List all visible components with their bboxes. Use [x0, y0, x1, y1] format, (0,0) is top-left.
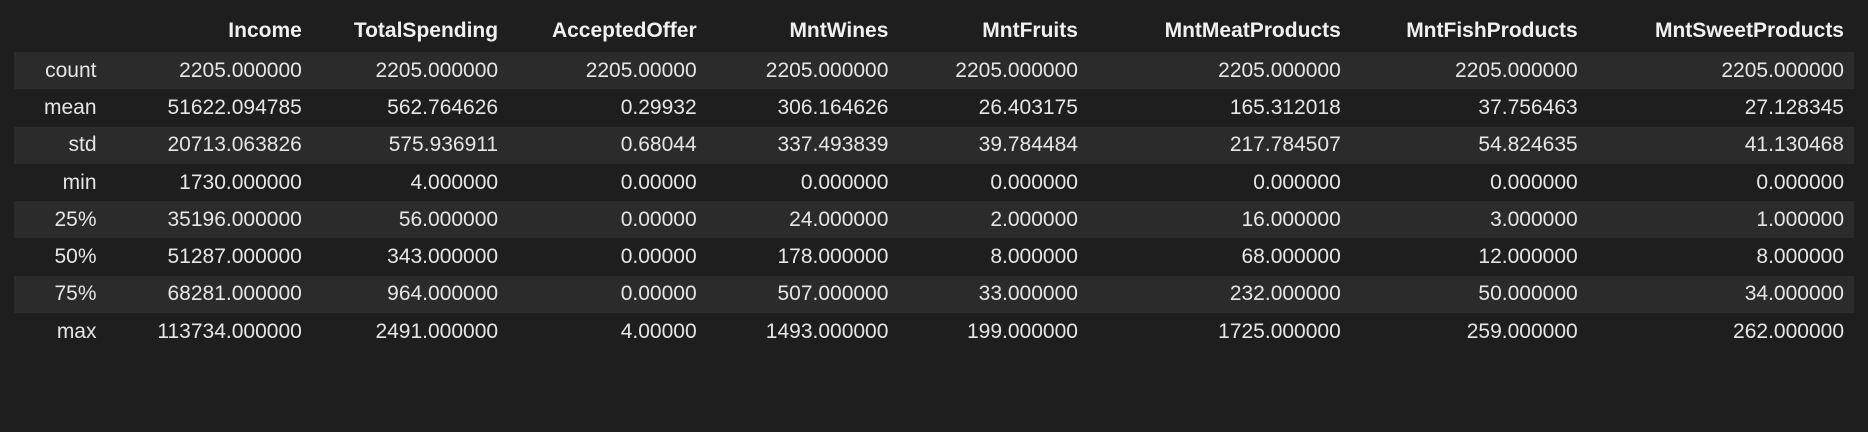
- table-cell: 4.000000: [410, 170, 499, 194]
- row-label: std: [68, 133, 97, 157]
- column-header-mntfruits: MntFruits: [982, 19, 1078, 42]
- table-cell: 1493.000000: [765, 319, 889, 343]
- table-cell: 1725.000000: [1218, 319, 1341, 343]
- table-cell: 1730.000000: [179, 170, 302, 194]
- table-cell: 262.000000: [1733, 319, 1844, 343]
- header-row: Income TotalSpending AcceptedOffer MntWi…: [14, 10, 1854, 52]
- row-label: 25%: [54, 207, 97, 231]
- column-header-mntfishproducts: MntFishProducts: [1406, 19, 1578, 42]
- column-header-income: Income: [228, 19, 302, 42]
- index-header: [14, 10, 107, 52]
- table-cell: 113734.000000: [157, 319, 302, 343]
- table-row: std 20713.063826 575.936911 0.68044 337.4938…: [14, 126, 1854, 164]
- table-cell: 2205.00000: [585, 58, 697, 82]
- table-cell: 165.312018: [1229, 95, 1341, 119]
- table-cell: 178.000000: [777, 245, 889, 269]
- table-cell: 20713.063826: [167, 133, 302, 157]
- table-body: count 2205.000000 2205.000000 2205.00000 220…: [14, 52, 1854, 351]
- table-cell: 1.000000: [1756, 207, 1844, 231]
- table-cell: 2205.000000: [1455, 58, 1578, 82]
- table-cell: 575.936911: [388, 133, 499, 157]
- table-row: 50% 51287.000000 343.000000 0.00000 178.0000…: [14, 238, 1854, 276]
- row-label: 75%: [54, 282, 97, 306]
- table-cell: 68.000000: [1241, 245, 1341, 269]
- table-cell: 4.00000: [620, 319, 697, 343]
- table-row: min 1730.000000 4.000000 0.00000 0.000000 0.0…: [14, 163, 1854, 202]
- table-cell: 68281.000000: [167, 282, 302, 306]
- table-cell: 3.000000: [1490, 207, 1578, 231]
- table-cell: 2205.000000: [1218, 58, 1341, 82]
- table-cell: 8.000000: [1756, 245, 1844, 269]
- table-row: 25% 35196.000000 56.000000 0.00000 24.000000…: [14, 201, 1854, 239]
- table-cell: 2205.000000: [765, 58, 889, 82]
- table-cell: 0.00000: [620, 282, 697, 306]
- table-cell: 16.000000: [1241, 207, 1341, 231]
- table-cell: 0.68044: [620, 133, 697, 157]
- column-header-totalspending: TotalSpending: [353, 19, 499, 42]
- column-header-acceptedoffer: AcceptedOffer: [551, 19, 697, 42]
- table-cell: 27.128345: [1744, 95, 1844, 119]
- dataframe-output: Income TotalSpending AcceptedOffer MntWi…: [14, 10, 1854, 351]
- table-cell: 232.000000: [1229, 282, 1341, 306]
- table-cell: 51622.094785: [167, 95, 302, 119]
- table-cell: 0.29932: [620, 95, 697, 119]
- table-cell: 2491.000000: [375, 319, 499, 343]
- table-cell: 33.000000: [978, 282, 1078, 306]
- table-row: count 2205.000000 2205.000000 2205.00000 220…: [14, 52, 1854, 90]
- table-row: mean 51622.094785 562.764626 0.29932 306.164…: [14, 89, 1854, 127]
- row-label: count: [45, 58, 97, 82]
- table-cell: 51287.000000: [167, 245, 302, 269]
- table-cell: 343.000000: [387, 245, 499, 269]
- table-cell: 41.130468: [1744, 133, 1844, 157]
- table-cell: 2.000000: [990, 207, 1078, 231]
- table-cell: 0.00000: [620, 207, 697, 231]
- table-cell: 337.493839: [777, 133, 889, 157]
- table-cell: 0.000000: [1253, 170, 1341, 194]
- table-cell: 2205.000000: [179, 58, 302, 82]
- row-label: 50%: [54, 245, 97, 269]
- table-cell: 0.00000: [620, 245, 697, 269]
- table-cell: 0.000000: [1490, 170, 1578, 194]
- table-cell: 2205.000000: [955, 58, 1078, 82]
- column-header-mntwines: MntWines: [789, 19, 889, 42]
- table-cell: 8.000000: [990, 245, 1078, 269]
- table-cell: 562.764626: [387, 95, 499, 119]
- row-label: mean: [43, 95, 97, 119]
- table-cell: 217.784507: [1229, 133, 1341, 157]
- table-cell: 199.000000: [966, 319, 1078, 343]
- table-cell: 2205.000000: [1721, 58, 1844, 82]
- table-cell: 34.000000: [1744, 282, 1844, 306]
- table-row: max 113734.000000 2491.000000 4.00000 1493.0…: [14, 313, 1854, 351]
- table-cell: 2205.000000: [375, 58, 499, 82]
- table-cell: 24.000000: [789, 207, 889, 231]
- table-cell: 54.824635: [1478, 133, 1578, 157]
- table-cell: 26.403175: [978, 95, 1078, 119]
- table-cell: 50.000000: [1478, 282, 1578, 306]
- column-header-mntmeatproducts: MntMeatProducts: [1164, 19, 1341, 42]
- table-cell: 39.784484: [978, 133, 1078, 157]
- table-cell: 35196.000000: [167, 207, 302, 231]
- row-label: min: [62, 170, 97, 194]
- table-cell: 306.164626: [777, 95, 889, 119]
- table-cell: 12.000000: [1478, 245, 1578, 269]
- table-row: 75% 68281.000000 964.000000 0.00000 507.0000…: [14, 275, 1854, 314]
- table-cell: 0.000000: [990, 170, 1078, 194]
- table-cell: 37.756463: [1478, 95, 1578, 119]
- table-cell: 259.000000: [1466, 319, 1578, 343]
- table-cell: 56.000000: [398, 207, 499, 231]
- table-cell: 0.000000: [1756, 170, 1844, 194]
- column-header-mntsweetproducts: MntSweetProducts: [1654, 19, 1844, 42]
- row-label: max: [56, 319, 97, 343]
- table-header: Income TotalSpending AcceptedOffer MntWi…: [14, 10, 1854, 52]
- table-cell: 0.00000: [620, 170, 697, 194]
- table-cell: 507.000000: [777, 282, 889, 306]
- table-cell: 964.000000: [387, 282, 499, 306]
- table-cell: 0.000000: [800, 170, 889, 194]
- describe-table: Income TotalSpending AcceptedOffer MntWi…: [14, 10, 1854, 351]
